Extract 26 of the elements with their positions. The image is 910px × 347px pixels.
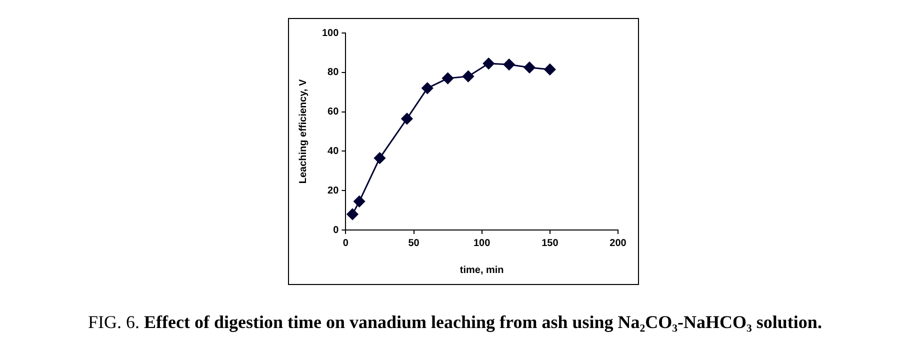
point — [524, 62, 536, 74]
y-tick-label: 100 — [322, 28, 340, 39]
y-tick-label: 80 — [328, 67, 340, 78]
point — [346, 208, 358, 220]
y-tick-label: 40 — [328, 146, 340, 157]
y-tick-label: 20 — [328, 185, 340, 196]
point — [374, 152, 386, 164]
point — [482, 58, 494, 70]
x-tick-label: 50 — [408, 238, 420, 249]
x-tick-label: 100 — [474, 238, 491, 249]
text: Effect of digestion time on vanadium leaching from ash using Na₂CO₃-NaHCO₃ solution. — [144, 312, 822, 332]
y-tick-label: 0 — [333, 224, 340, 236]
y-tick-label: 60 — [328, 106, 340, 118]
x-axis-title: time, min — [460, 264, 504, 276]
point — [422, 82, 434, 94]
x-tick-label: 0 — [342, 238, 349, 249]
y-axis-title: Leaching efficiency, V — [298, 79, 309, 184]
x-tick-label: 200 — [610, 238, 627, 249]
caption: FIG. 6. — [88, 312, 140, 332]
x-tick-label: 150 — [542, 238, 559, 249]
point — [544, 64, 556, 76]
point — [401, 112, 413, 124]
point — [354, 196, 366, 208]
point — [462, 70, 474, 82]
point — [503, 58, 515, 70]
point — [442, 72, 454, 84]
